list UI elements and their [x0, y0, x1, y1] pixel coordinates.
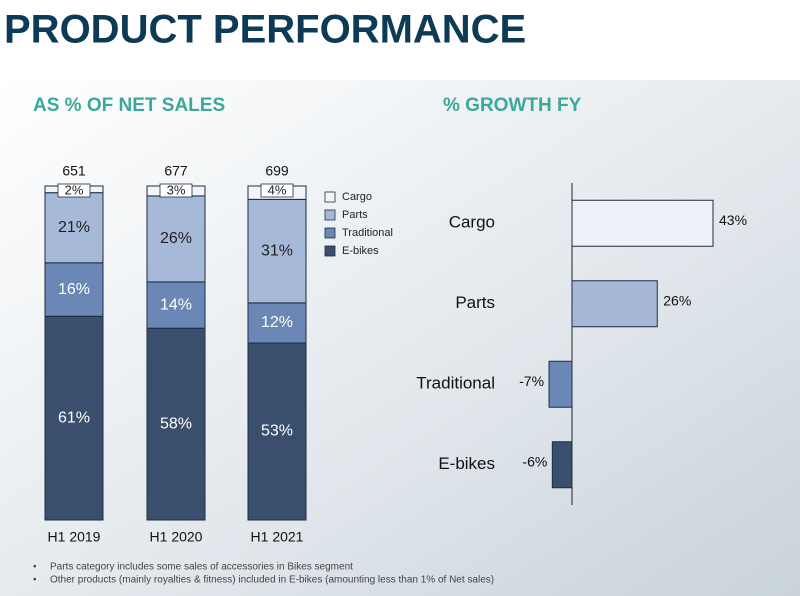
data-label: -6% — [522, 453, 547, 469]
data-label: 61% — [58, 409, 90, 426]
bar-segment — [247, 198, 307, 304]
legend-swatch — [324, 191, 336, 203]
data-label: 21% — [58, 219, 90, 236]
data-label: 2% — [65, 182, 84, 197]
label-box — [159, 183, 193, 198]
data-label: 26% — [663, 292, 691, 308]
legend-label: Traditional — [342, 227, 393, 239]
data-label: 16% — [58, 281, 90, 298]
data-label: 4% — [268, 182, 287, 197]
bar-segment — [146, 327, 206, 521]
total-label: 699 — [265, 163, 289, 179]
total-label: 651 — [62, 163, 86, 179]
bar-segment — [146, 281, 206, 329]
bar-segment — [146, 195, 206, 283]
data-label: 12% — [261, 314, 293, 331]
bar-segment — [44, 315, 104, 521]
legend-label: Parts — [342, 209, 368, 221]
legend-swatch — [324, 209, 336, 221]
footnote: Other products (mainly royalties & fitne… — [50, 575, 494, 586]
slide-title: PRODUCT PERFORMANCE — [4, 8, 526, 52]
background — [0, 80, 800, 596]
label-box — [57, 183, 91, 198]
category-label: Traditional — [416, 374, 495, 393]
x-tick-label: H1 2021 — [251, 529, 304, 545]
bar-segment — [247, 302, 307, 344]
data-label: 43% — [719, 212, 747, 228]
legend-swatch — [324, 245, 336, 257]
category-label: Parts — [455, 293, 495, 312]
bullet: • — [33, 562, 37, 573]
bar — [571, 280, 658, 328]
legend-label: E-bikes — [342, 245, 379, 257]
footnote: Parts category includes some sales of ac… — [50, 562, 353, 573]
category-label: E-bikes — [438, 454, 495, 473]
bar — [571, 199, 714, 247]
bar — [551, 441, 573, 489]
bar-segment — [247, 342, 307, 521]
data-label: 14% — [160, 296, 192, 313]
data-label: -7% — [519, 373, 544, 389]
x-tick-label: H1 2019 — [48, 529, 101, 545]
chart-title: % GROWTH FY — [443, 95, 582, 116]
chart-title: AS % OF NET SALES — [33, 95, 225, 116]
data-label: 3% — [167, 182, 186, 197]
bullet: • — [33, 575, 37, 586]
bar-segment — [44, 262, 104, 317]
data-label: 58% — [160, 415, 192, 432]
data-label: 31% — [261, 242, 293, 259]
data-label: 26% — [160, 230, 192, 247]
x-tick-label: H1 2020 — [150, 529, 203, 545]
legend-label: Cargo — [342, 191, 372, 203]
legend-swatch — [324, 227, 336, 239]
label-box — [260, 183, 294, 198]
category-label: Cargo — [449, 213, 495, 232]
data-label: 53% — [261, 423, 293, 440]
bar — [548, 360, 573, 408]
total-label: 677 — [164, 163, 188, 179]
